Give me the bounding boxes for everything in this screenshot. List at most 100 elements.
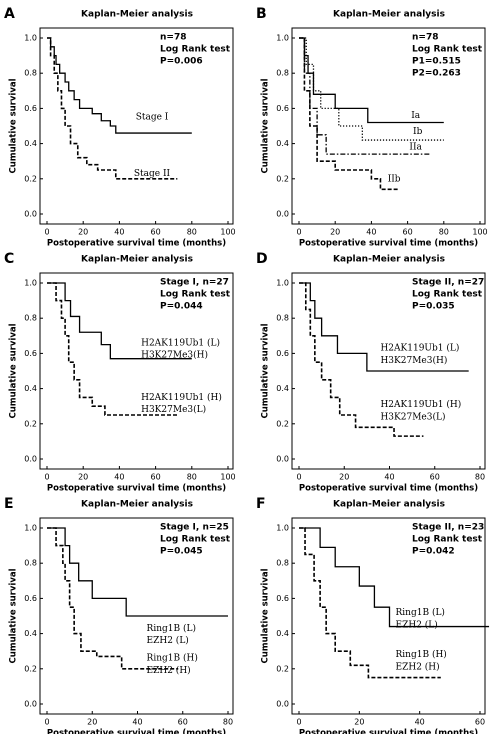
x-tick-label: 20 xyxy=(78,228,88,237)
y-tick-label: 0.8 xyxy=(276,69,289,78)
panel: A Kaplan-Meier analysis 0.0 0.2 0.4 0.6 0.8 1.0… xyxy=(4,6,236,249)
x-tick-label: 20 xyxy=(339,473,349,482)
chart-title: Kaplan-Meier analysis xyxy=(81,10,193,20)
y-tick-label: 0.4 xyxy=(276,139,289,148)
plot-frame xyxy=(39,27,234,225)
y-tick-label: 0.2 xyxy=(276,419,289,428)
curve-label: Ring1B (H) xyxy=(396,649,447,660)
curve-label: H2AK119Ub1 (H) xyxy=(141,392,222,403)
y-tick-label: 0.6 xyxy=(276,104,289,113)
annotation: Stage I, n=27 xyxy=(160,278,229,288)
annotation: Log Rank test xyxy=(160,535,231,545)
curve-label: H2AK119Ub1 (L) xyxy=(380,343,459,354)
x-axis-label: Postoperative survival time (months) xyxy=(299,484,478,494)
y-tick-label: 0.6 xyxy=(24,349,37,358)
plot-frame xyxy=(291,27,486,225)
y-tick-label: 0.2 xyxy=(24,174,37,183)
survival-curve xyxy=(299,282,424,437)
x-tick-label: 80 xyxy=(475,473,485,482)
annotation: n=78 xyxy=(412,33,438,43)
x-tick-label: 0 xyxy=(296,228,301,237)
y-axis-label: Cumulative survival xyxy=(9,323,19,418)
x-axis-label: Postoperative survival time (months) xyxy=(299,729,478,734)
y-tick-label: 1.0 xyxy=(24,524,37,533)
panel-letter: A xyxy=(4,6,15,22)
x-axis-label: Postoperative survival time (months) xyxy=(47,729,226,734)
x-tick-label: 0 xyxy=(296,718,301,727)
annotation: Stage II, n=27 xyxy=(412,278,484,288)
annotation: n=78 xyxy=(160,33,186,43)
x-tick-label: 60 xyxy=(403,228,413,237)
panel: B Kaplan-Meier analysis 0.0 0.2 0.4 0.6 0.8 1.0… xyxy=(256,6,488,249)
y-axis-label: Cumulative survival xyxy=(261,78,271,173)
curve-label: IIa xyxy=(409,143,422,153)
x-tick-label: 80 xyxy=(439,228,449,237)
curve-label: Ring1B (H) xyxy=(147,653,198,664)
y-tick-label: 0.2 xyxy=(276,664,289,673)
y-tick-label: 1.0 xyxy=(276,524,289,533)
x-tick-label: 20 xyxy=(87,718,97,727)
curve-label: Ring1B (L) xyxy=(147,623,196,634)
y-tick-label: 0.6 xyxy=(24,594,37,603)
x-tick-label: 60 xyxy=(151,473,161,482)
x-tick-label: 0 xyxy=(44,718,49,727)
curve-label: H3K27Me3(L) xyxy=(380,411,445,422)
curve-label: Ia xyxy=(411,111,421,121)
y-tick-label: 0.0 xyxy=(276,700,289,709)
survival-curve xyxy=(47,527,228,617)
annotation: Log Rank test xyxy=(160,290,231,300)
curve-label: H2AK119Ub1 (L) xyxy=(141,337,220,348)
y-tick-label: 0.4 xyxy=(24,384,37,393)
y-tick-label: 1.0 xyxy=(276,34,289,43)
survival-curve xyxy=(299,37,399,191)
x-tick-label: 40 xyxy=(366,228,376,237)
y-tick-label: 0.8 xyxy=(276,314,289,323)
panel: E Kaplan-Meier analysis 0.0 0.2 0.4 0.6 0.8 1.0… xyxy=(4,496,234,734)
y-axis-label: Cumulative survival xyxy=(9,78,19,173)
x-tick-label: 80 xyxy=(223,718,233,727)
curve-label: Ib xyxy=(413,127,423,137)
annotation: Log Rank test xyxy=(412,535,483,545)
curve-label: EZH2 (H) xyxy=(396,662,440,673)
survival-curve xyxy=(299,37,430,155)
y-axis-label: Cumulative survival xyxy=(261,323,271,418)
survival-curve xyxy=(47,37,178,180)
y-tick-label: 1.0 xyxy=(24,34,37,43)
chart-title: Kaplan-Meier analysis xyxy=(81,255,193,265)
x-tick-label: 100 xyxy=(472,228,487,237)
annotation: Log Rank test xyxy=(160,45,231,55)
survival-curve xyxy=(299,527,490,628)
x-axis-label: Postoperative survival time (months) xyxy=(47,484,226,494)
x-tick-label: 60 xyxy=(475,718,485,727)
x-tick-label: 0 xyxy=(44,228,49,237)
chart-title: Kaplan-Meier analysis xyxy=(81,500,193,510)
x-tick-label: 0 xyxy=(44,473,49,482)
x-tick-label: 40 xyxy=(114,473,124,482)
chart-title: Kaplan-Meier analysis xyxy=(333,10,445,20)
x-axis-label: Postoperative survival time (months) xyxy=(299,239,478,249)
curve-label: Stage I xyxy=(136,113,169,123)
annotation: Stage II, n=23 xyxy=(412,523,484,533)
annotation: P2=0.263 xyxy=(412,69,461,79)
plot-frame xyxy=(39,272,234,470)
curve-label: EZH2 (H) xyxy=(147,665,191,676)
panel-letter: D xyxy=(256,251,268,267)
y-tick-label: 0.8 xyxy=(24,314,37,323)
x-tick-label: 60 xyxy=(151,228,161,237)
y-axis-label: Cumulative survival xyxy=(9,568,19,663)
y-tick-label: 0.0 xyxy=(276,210,289,219)
curve-label: EZH2 (L) xyxy=(147,635,189,646)
chart-title: Kaplan-Meier analysis xyxy=(333,255,445,265)
survival-curve xyxy=(299,37,444,141)
y-tick-label: 0.0 xyxy=(276,455,289,464)
x-tick-label: 100 xyxy=(220,473,235,482)
survival-curve xyxy=(299,282,469,372)
x-tick-label: 0 xyxy=(296,473,301,482)
plot-frame xyxy=(291,272,486,470)
x-tick-label: 40 xyxy=(415,718,425,727)
annotation: P=0.035 xyxy=(412,302,455,312)
y-tick-label: 0.8 xyxy=(24,559,37,568)
x-tick-label: 40 xyxy=(114,228,124,237)
y-tick-label: 0.8 xyxy=(24,69,37,78)
